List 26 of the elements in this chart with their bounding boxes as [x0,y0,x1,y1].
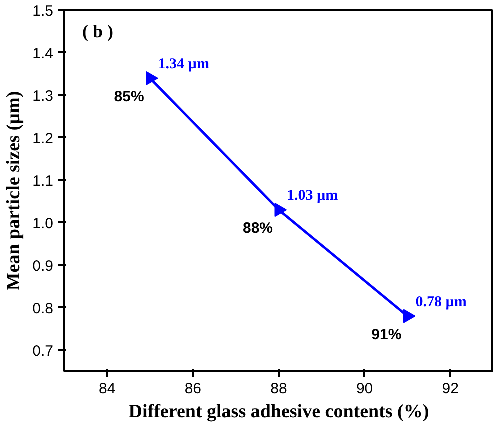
y-axis-title: Mean particle sizes (µm) [4,91,25,291]
y-tick-label: 1.2 [32,130,54,148]
y-tick-label: 1.3 [32,88,54,105]
x-tick-label: 88 [270,380,288,398]
y-tick-label: 1.4 [32,45,54,62]
y-tick-label: 0.9 [32,258,54,275]
annotation: 88% [242,220,274,238]
data-label: 0.78 µm [416,294,468,310]
x-tick-label: 92 [442,380,459,398]
data-label: 1.03 µm [287,188,339,204]
y-tick-label: 0.7 [32,342,54,360]
y-tick-label: 1.0 [32,215,54,232]
x-tick-label: 84 [99,380,116,398]
point [274,203,288,218]
y-tick-label: 1.5 [32,3,54,20]
data-label: 1.34 µm [158,56,210,72]
y-tick-label: 1.1 [32,172,54,190]
y-tick-label: 0.8 [32,300,54,318]
annotation: ( b ) [82,22,114,42]
x-axis-title: Different glass adhesive contents (%) [128,402,430,422]
point [146,71,158,86]
annotation: 91% [372,326,402,344]
x-tick-label: 86 [184,380,202,398]
point [403,309,416,324]
annotation: 85% [114,88,144,106]
x-tick-label: 90 [356,380,374,398]
